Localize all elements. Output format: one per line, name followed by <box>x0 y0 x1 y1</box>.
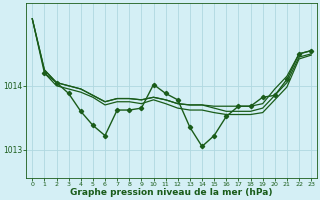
X-axis label: Graphe pression niveau de la mer (hPa): Graphe pression niveau de la mer (hPa) <box>70 188 273 197</box>
